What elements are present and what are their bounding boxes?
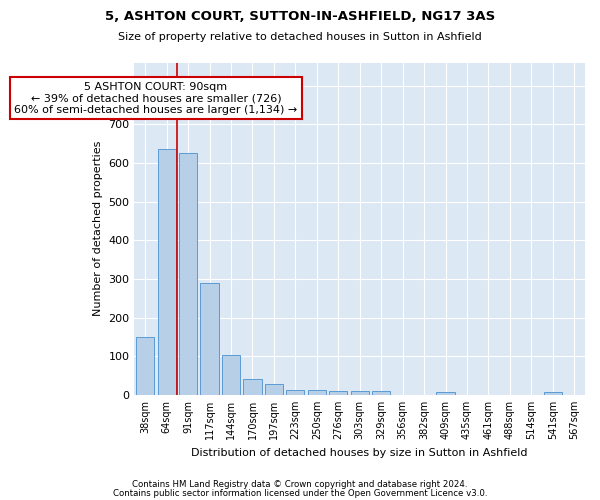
Text: Contains HM Land Registry data © Crown copyright and database right 2024.: Contains HM Land Registry data © Crown c… [132, 480, 468, 489]
Bar [372, 391, 391, 395]
Bar [286, 390, 304, 395]
Bar [222, 355, 240, 395]
Text: 5, ASHTON COURT, SUTTON-IN-ASHFIELD, NG17 3AS: 5, ASHTON COURT, SUTTON-IN-ASHFIELD, NG1… [105, 10, 495, 23]
Bar [544, 392, 562, 395]
Text: Contains public sector information licensed under the Open Government Licence v3: Contains public sector information licen… [113, 489, 487, 498]
Bar [136, 337, 154, 395]
Bar [200, 283, 218, 395]
Bar [436, 392, 455, 395]
Bar [179, 152, 197, 395]
Bar [265, 384, 283, 395]
Text: 5 ASHTON COURT: 90sqm
← 39% of detached houses are smaller (726)
60% of semi-det: 5 ASHTON COURT: 90sqm ← 39% of detached … [14, 82, 298, 115]
Bar [329, 391, 347, 395]
Y-axis label: Number of detached properties: Number of detached properties [93, 141, 103, 316]
X-axis label: Distribution of detached houses by size in Sutton in Ashfield: Distribution of detached houses by size … [191, 448, 528, 458]
Bar [244, 378, 262, 395]
Bar [158, 150, 176, 395]
Bar [350, 391, 369, 395]
Bar [308, 390, 326, 395]
Text: Size of property relative to detached houses in Sutton in Ashfield: Size of property relative to detached ho… [118, 32, 482, 42]
